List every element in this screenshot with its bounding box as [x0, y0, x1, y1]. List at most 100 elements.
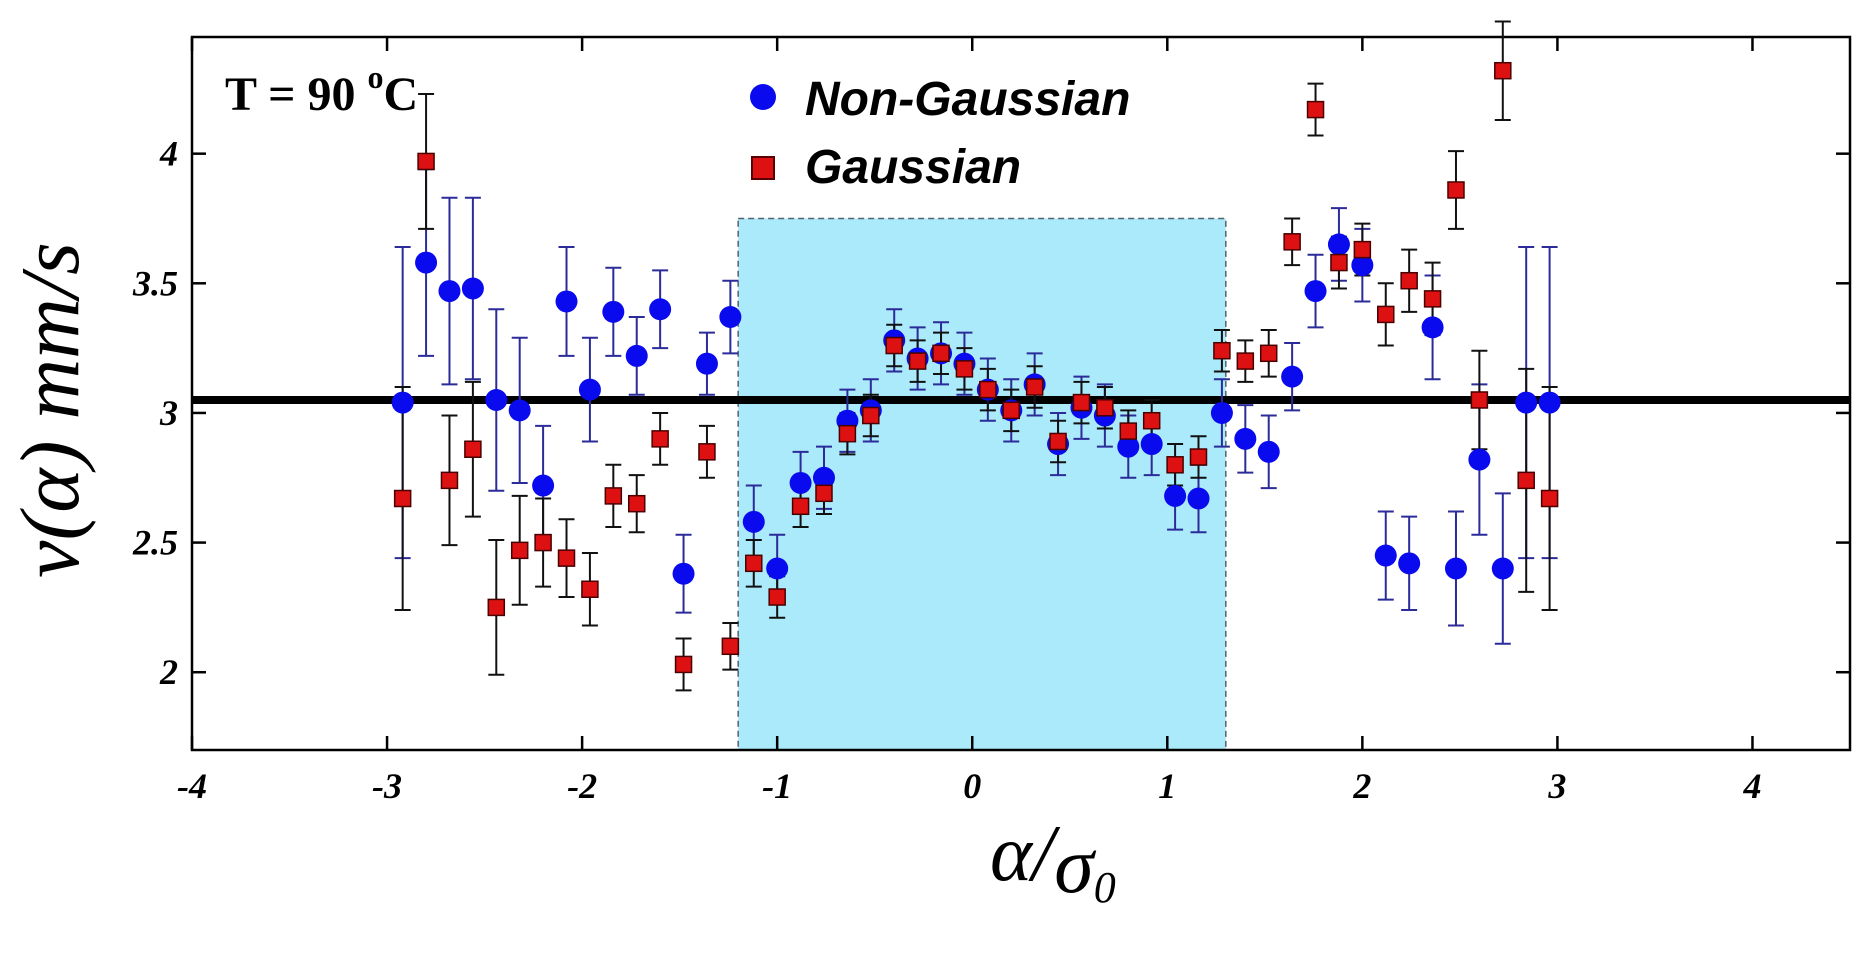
data-point-non-gaussian — [789, 471, 812, 494]
data-point-non-gaussian — [1444, 557, 1467, 580]
data-point-gaussian — [1119, 422, 1138, 440]
data-point-gaussian — [1447, 181, 1465, 199]
x-tick-label: 0 — [963, 766, 981, 806]
data-point-gaussian — [1025, 378, 1044, 396]
annotation-unit: C — [384, 68, 419, 121]
data-point-gaussian — [417, 152, 435, 171]
data-point-gaussian — [604, 487, 623, 505]
legend-marker-non-gaussian — [750, 84, 776, 110]
data-point-gaussian — [581, 580, 599, 599]
data-point-gaussian — [651, 430, 669, 448]
data-point-gaussian — [1470, 391, 1489, 409]
data-point-gaussian — [1142, 411, 1161, 430]
data-point-gaussian — [721, 637, 740, 656]
y-tick-label: 3 — [159, 393, 178, 433]
series-gaussian-errorbars — [394, 20, 1558, 692]
data-point-non-gaussian — [1421, 316, 1444, 339]
x-tick-label: 3 — [1547, 766, 1566, 806]
data-point-gaussian — [1353, 240, 1372, 259]
x-tick-label: -1 — [762, 766, 792, 806]
y-tick-label: 4 — [159, 134, 178, 174]
data-point-gaussian — [1166, 456, 1184, 474]
data-point-non-gaussian — [1281, 365, 1304, 388]
y-tick-label: 3.5 — [132, 263, 178, 303]
annotation-prefix: T = 90 — [225, 68, 368, 121]
data-point-non-gaussian — [1538, 391, 1561, 414]
data-point-gaussian — [1517, 471, 1535, 490]
data-point-gaussian — [440, 471, 459, 490]
data-point-non-gaussian — [812, 466, 835, 489]
data-point-non-gaussian — [1187, 487, 1210, 510]
data-point-non-gaussian — [1468, 448, 1491, 471]
data-point-non-gaussian — [649, 298, 672, 321]
temperature-annotation: T = 90 oC — [225, 59, 418, 121]
data-point-gaussian — [1236, 352, 1255, 370]
data-point-gaussian — [698, 443, 716, 461]
data-point-gaussian — [1306, 100, 1325, 119]
data-point-non-gaussian — [438, 280, 461, 303]
data-point-gaussian — [1213, 341, 1231, 360]
legend-label-gaussian: Gaussian — [805, 141, 1021, 194]
data-point-gaussian — [862, 406, 880, 425]
legend-marker-gaussian — [751, 156, 775, 180]
x-label-denominator: σ — [1054, 822, 1096, 910]
x-tick-label: -2 — [567, 766, 597, 806]
data-point-gaussian — [955, 360, 974, 378]
data-point-non-gaussian — [1304, 280, 1327, 303]
data-point-gaussian — [487, 598, 506, 617]
data-point-non-gaussian — [672, 562, 695, 585]
data-point-non-gaussian — [415, 251, 438, 274]
data-point-gaussian — [838, 424, 857, 443]
x-label-symbol: α — [990, 810, 1034, 898]
data-point-gaussian — [557, 549, 576, 567]
plot-frame — [190, 35, 1852, 752]
data-point-non-gaussian — [1491, 557, 1514, 580]
series-gaussian-points — [393, 61, 1559, 674]
x-tick-label: 4 — [1742, 766, 1761, 806]
data-point-gaussian — [1002, 401, 1020, 420]
x-label-subscript: 0 — [1094, 863, 1116, 912]
data-point-non-gaussian — [1117, 435, 1140, 458]
data-point-gaussian — [1259, 344, 1278, 363]
data-point-gaussian — [791, 497, 810, 516]
data-point-gaussian — [1049, 432, 1067, 451]
legend-label-non-gaussian: Non-Gaussian — [805, 73, 1130, 126]
x-tick-label: 1 — [1158, 766, 1176, 806]
data-point-non-gaussian — [485, 388, 508, 411]
data-point-non-gaussian — [1398, 552, 1421, 575]
data-point-non-gaussian — [1234, 427, 1257, 450]
data-point-gaussian — [510, 541, 529, 560]
data-point-non-gaussian — [1351, 254, 1374, 277]
data-point-gaussian — [768, 588, 786, 606]
data-point-non-gaussian — [578, 378, 601, 401]
data-point-gaussian — [1072, 393, 1091, 412]
data-point-non-gaussian — [555, 290, 578, 313]
data-point-non-gaussian — [532, 474, 555, 497]
x-tick-label: 2 — [1352, 766, 1371, 806]
data-point-non-gaussian — [1164, 484, 1187, 507]
data-point-gaussian — [979, 380, 997, 399]
data-point-non-gaussian — [1515, 391, 1538, 414]
data-point-non-gaussian — [719, 306, 742, 329]
data-point-non-gaussian — [1327, 233, 1350, 256]
data-point-non-gaussian — [391, 391, 414, 414]
data-layer — [391, 20, 1561, 692]
legend: Non-Gaussian Gaussian — [750, 73, 1130, 194]
data-point-gaussian — [1283, 233, 1301, 251]
data-point-non-gaussian — [1140, 433, 1163, 456]
data-point-gaussian — [745, 554, 763, 573]
data-point-gaussian — [815, 484, 833, 503]
data-point-non-gaussian — [1374, 544, 1397, 567]
data-point-gaussian — [885, 336, 903, 355]
data-point-gaussian — [674, 655, 693, 674]
data-point-non-gaussian — [766, 557, 789, 580]
data-point-gaussian — [1096, 399, 1114, 417]
data-point-gaussian — [627, 494, 646, 513]
data-point-non-gaussian — [1257, 440, 1280, 463]
data-point-gaussian — [908, 352, 927, 370]
data-point-gaussian — [1423, 290, 1442, 308]
data-point-non-gaussian — [742, 510, 765, 533]
data-point-non-gaussian — [461, 277, 484, 300]
data-point-gaussian — [932, 344, 950, 363]
